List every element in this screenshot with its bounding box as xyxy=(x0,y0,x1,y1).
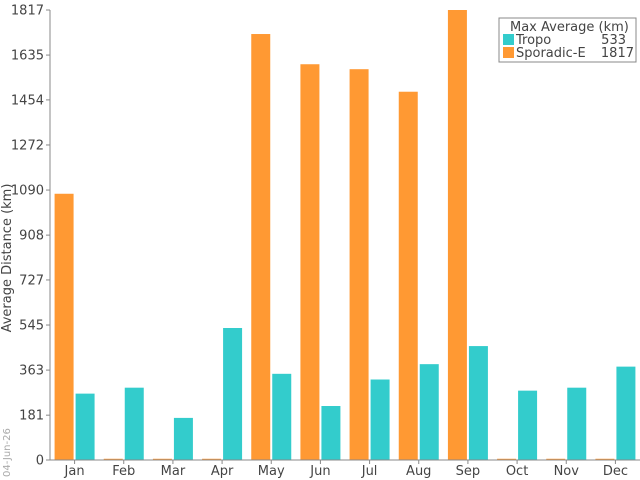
bar-tropo-jan xyxy=(75,393,95,460)
x-tick-label: Nov xyxy=(554,464,580,479)
y-tick-label: 727 xyxy=(19,273,44,288)
bar-tropo-oct xyxy=(518,390,538,460)
legend-value-sporadic-e: 1817 xyxy=(601,46,634,61)
x-tick-label: Feb xyxy=(112,464,135,479)
y-axis-ticks: 0 181 363 545 727 908 1090 1272 1454 1635 1817 xyxy=(11,4,50,469)
legend-value-tropo: 533 xyxy=(601,33,626,48)
y-tick-label: 545 xyxy=(19,319,44,334)
legend: Max Average (km) Tropo 533 Sporadic-E 18… xyxy=(498,17,637,63)
bar-tropo-nov xyxy=(567,387,587,460)
y-tick-label: 181 xyxy=(19,409,44,424)
bar-sporadic-e-feb xyxy=(103,458,123,460)
legend-swatch-tropo xyxy=(503,34,514,45)
y-tick-label: 1090 xyxy=(11,184,44,199)
bar-sporadic-e-dec xyxy=(595,458,615,460)
legend-label-tropo: Tropo xyxy=(515,33,551,48)
bar-sporadic-e-oct xyxy=(497,458,517,460)
x-tick-label: Jan xyxy=(64,464,85,479)
y-tick-label: 908 xyxy=(19,229,44,244)
x-tick-label: Aug xyxy=(406,464,431,479)
x-tick-label: Oct xyxy=(506,464,528,479)
bar-tropo-jun xyxy=(321,406,341,460)
y-tick-label: 363 xyxy=(19,364,44,379)
bar-sporadic-e-may xyxy=(251,34,271,461)
x-tick-label: Sep xyxy=(456,464,481,479)
y-tick-label: 1635 xyxy=(11,49,44,64)
y-tick-label: 1272 xyxy=(11,138,44,153)
bars xyxy=(54,10,636,461)
x-tick-label: Dec xyxy=(603,464,628,479)
y-tick-label: 0 xyxy=(36,454,44,469)
bar-sporadic-e-nov xyxy=(546,458,566,460)
x-tick-label: May xyxy=(258,464,285,479)
bar-tropo-aug xyxy=(419,364,439,460)
date-stamp: 04-Jun-26 xyxy=(2,428,13,477)
x-tick-label: Jul xyxy=(361,464,378,479)
x-axis-ticks: Jan Feb Mar Apr May Jun Jul Aug Sep Oct Nov Dec xyxy=(64,460,628,479)
bar-sporadic-e-mar xyxy=(152,458,172,460)
x-tick-label: Apr xyxy=(211,464,234,479)
bar-tropo-sep xyxy=(468,346,488,460)
bar-tropo-jul xyxy=(370,379,390,460)
legend-box xyxy=(498,17,637,63)
y-axis-title: Average Distance (km) xyxy=(0,184,15,333)
legend-label-sporadic-e: Sporadic-E xyxy=(516,46,586,61)
legend-swatch-sporadic-e xyxy=(503,47,514,58)
bar-tropo-mar xyxy=(173,417,193,460)
bar-sporadic-e-aug xyxy=(398,91,418,461)
bar-sporadic-e-apr xyxy=(202,458,222,460)
bar-sporadic-e-jul xyxy=(349,69,369,460)
bar-sporadic-e-jun xyxy=(300,64,320,460)
x-tick-label: Mar xyxy=(161,464,186,479)
y-tick-label: 1454 xyxy=(11,93,44,108)
legend-title: Max Average (km) xyxy=(510,20,629,35)
bar-tropo-apr xyxy=(223,327,243,460)
x-tick-label: Jun xyxy=(309,464,330,479)
bar-tropo-dec xyxy=(616,366,636,460)
y-tick-label: 1817 xyxy=(11,4,44,19)
bar-sporadic-e-jan xyxy=(54,193,74,460)
bar-sporadic-e-sep xyxy=(447,10,467,460)
bar-tropo-may xyxy=(272,373,292,460)
bar-tropo-feb xyxy=(124,387,144,460)
